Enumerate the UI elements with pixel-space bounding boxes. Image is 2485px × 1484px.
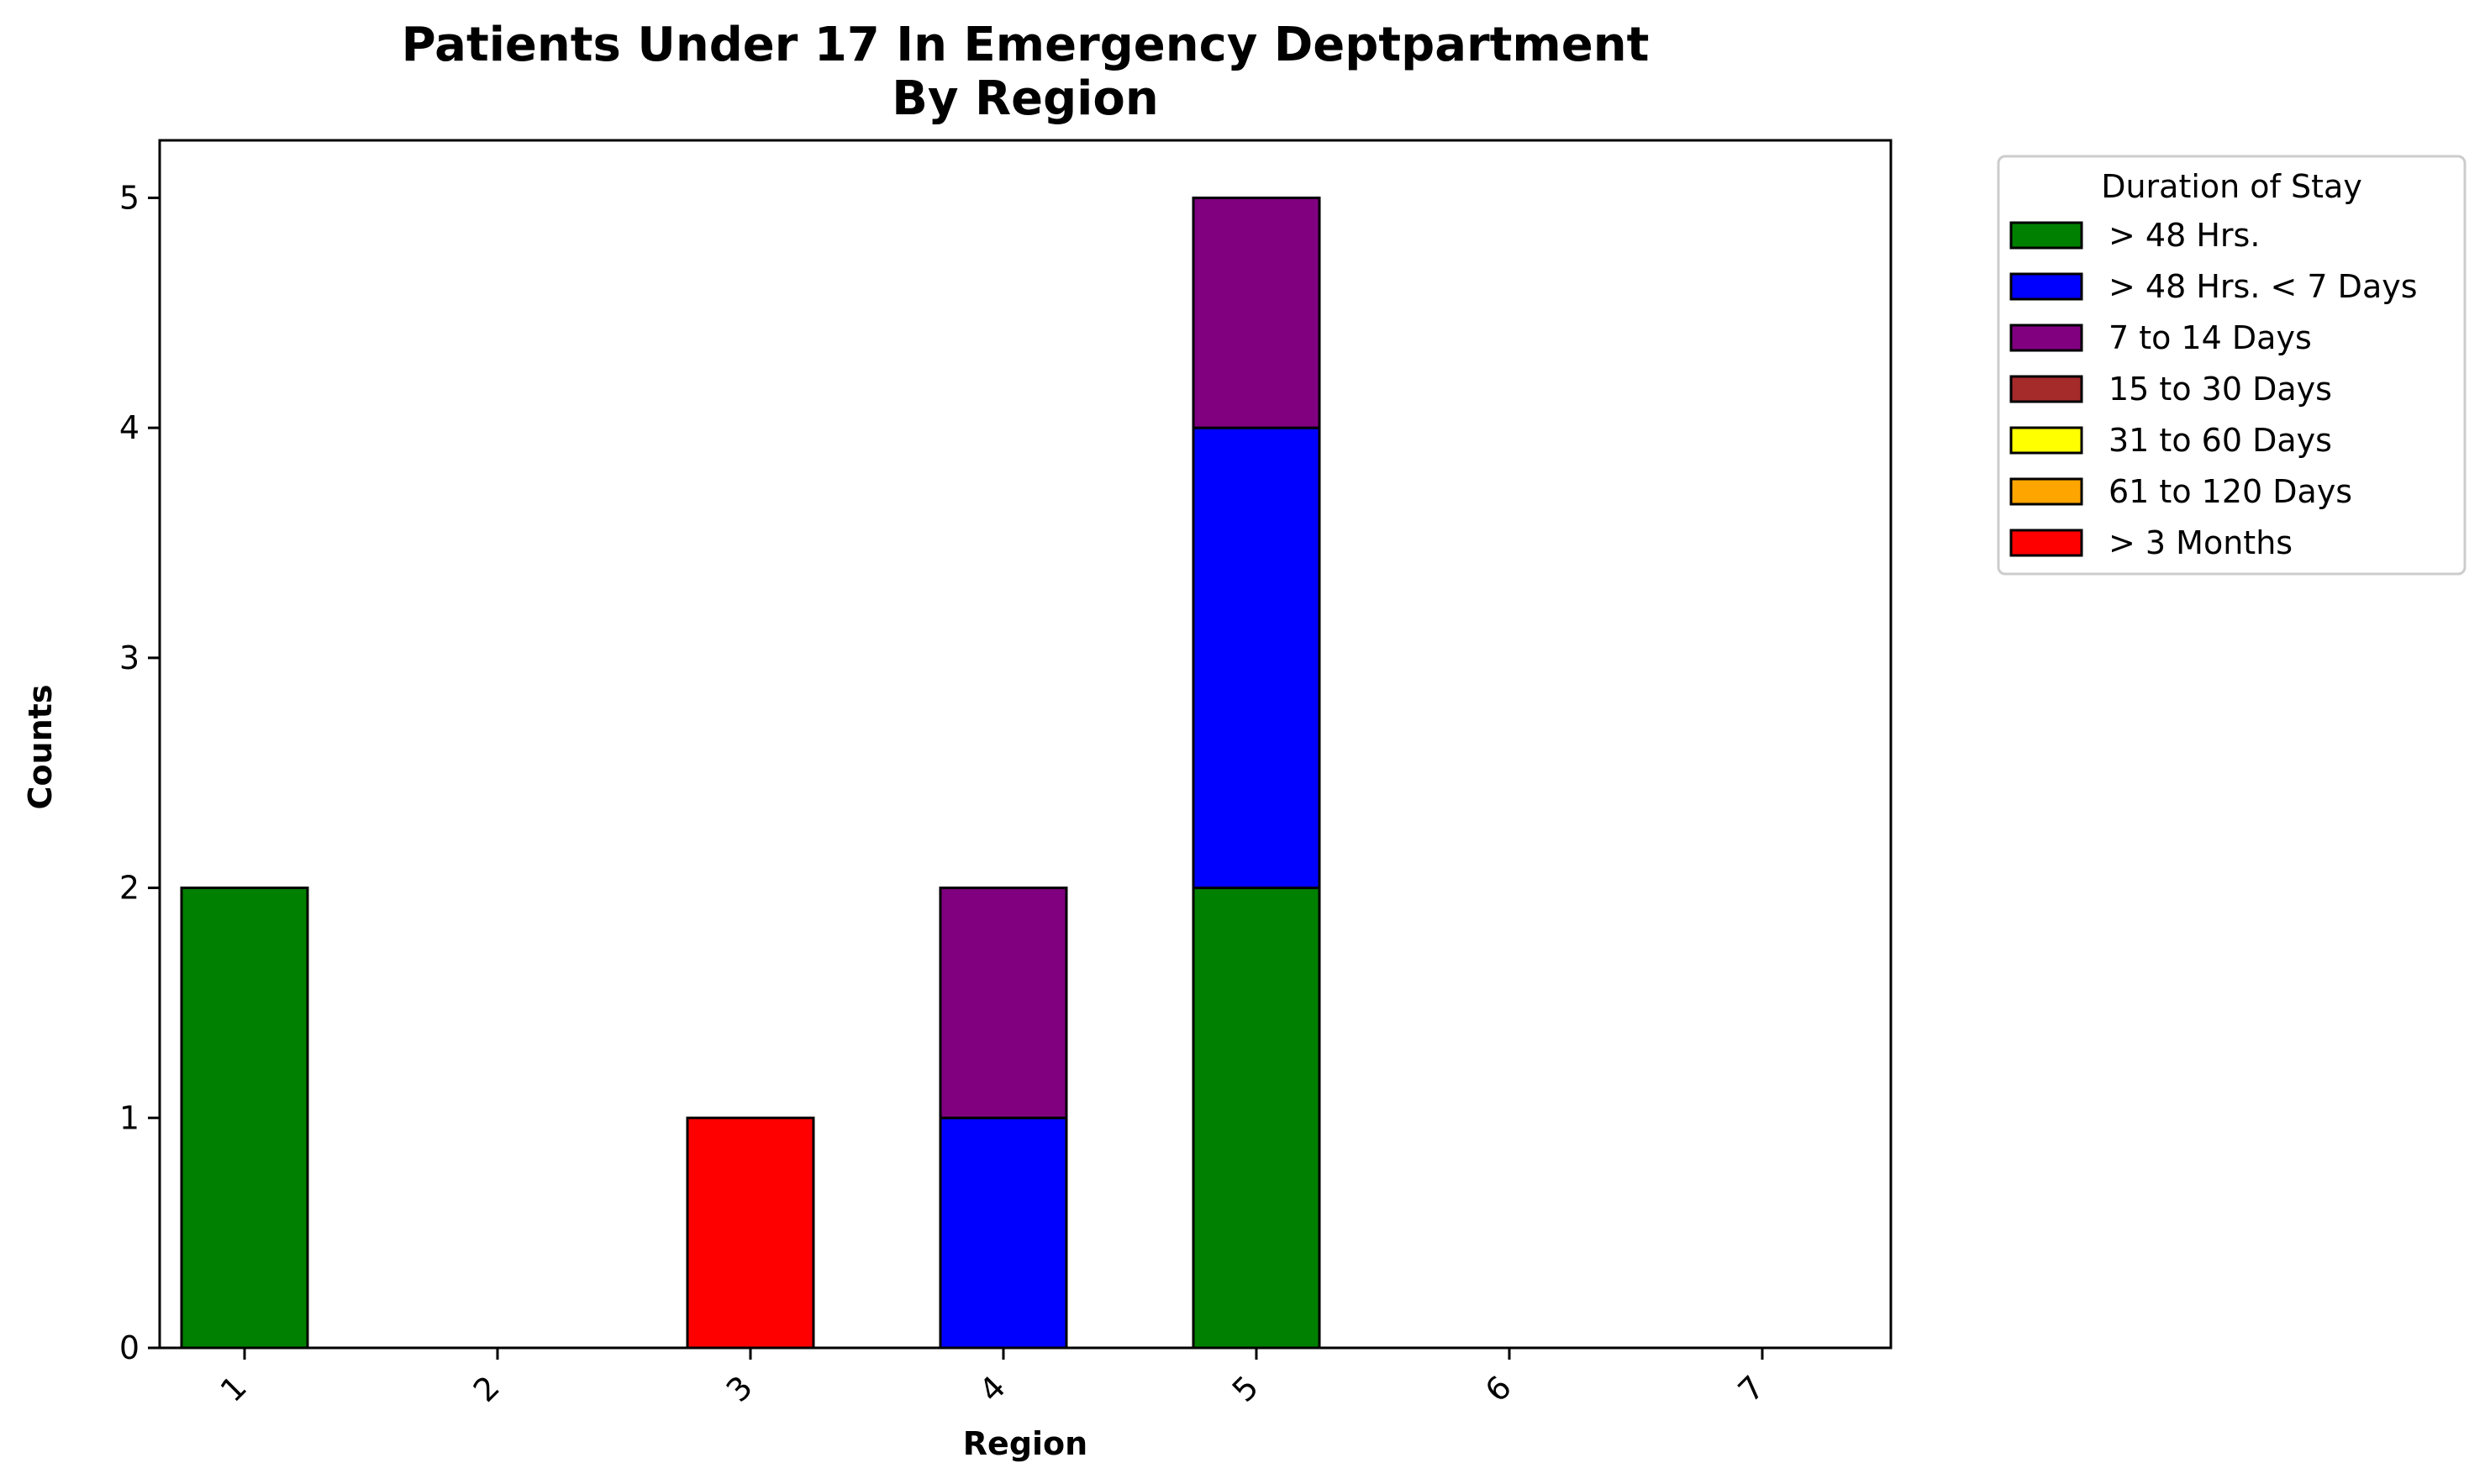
legend-swatch <box>2009 324 2083 352</box>
legend-swatch <box>2009 272 2083 301</box>
bar-region-5-series-1 <box>1192 887 1321 1350</box>
legend-swatch <box>2009 375 2083 403</box>
legend-title: Duration of Stay <box>2101 168 2362 205</box>
chart-title-line-1: Patients Under 17 In Emergency Deptpartm… <box>402 18 1650 72</box>
legend-entry-label: > 48 Hrs. <box>2109 217 2260 254</box>
bar-region-5-series-3 <box>1192 196 1321 429</box>
y-axis-label: Counts <box>22 685 59 810</box>
legend-entry-label: 7 to 14 Days <box>2109 319 2312 356</box>
y-tick-label: 3 <box>119 639 140 676</box>
y-tick-label: 4 <box>119 409 140 446</box>
x-tick-label: 1 <box>213 1369 254 1409</box>
bar-region-4-series-3 <box>939 887 1068 1119</box>
x-tick-label: 3 <box>719 1369 760 1409</box>
y-tick-label: 5 <box>119 179 140 216</box>
legend-swatch <box>2009 529 2083 557</box>
bars-group <box>180 196 1825 1350</box>
x-tick-label: 7 <box>1731 1369 1772 1409</box>
bar-region-3-series-7 <box>686 1116 815 1350</box>
x-axis: 1 2 3 4 5 6 7 <box>213 1348 1772 1409</box>
x-tick-label: 5 <box>1225 1369 1266 1409</box>
y-tick-label: 1 <box>119 1099 140 1136</box>
chart-title-line-2: By Region <box>892 71 1158 126</box>
y-tick-label: 0 <box>119 1329 140 1366</box>
legend-entry-label: > 3 Months <box>2109 524 2293 561</box>
x-tick-label: 4 <box>972 1369 1013 1409</box>
legend-entry-label: 15 to 30 Days <box>2109 371 2332 408</box>
legend: Duration of Stay > 48 Hrs. > 48 Hrs. < 7 D… <box>1997 155 2467 576</box>
plot-frame <box>158 139 1893 1350</box>
chart-title: Patients Under 17 In Emergency Deptpartm… <box>402 18 1650 126</box>
legend-swatch <box>2009 426 2083 455</box>
legend-entry-label: > 48 Hrs. < 7 Days <box>2109 268 2418 305</box>
legend-frame <box>1997 155 2467 576</box>
y-axis: 0 1 2 3 4 5 <box>119 179 160 1366</box>
x-tick-label: 6 <box>1478 1369 1519 1409</box>
x-axis-label: Region <box>963 1425 1087 1462</box>
legend-entry-label: 61 to 120 Days <box>2109 473 2352 510</box>
bar-region-4-series-2 <box>939 1116 1068 1350</box>
legend-swatch <box>2009 477 2083 506</box>
x-tick-label: 2 <box>466 1369 507 1409</box>
bar-region-1-series-1 <box>180 887 309 1350</box>
y-tick-label: 2 <box>119 870 140 907</box>
bar-region-5-series-2 <box>1192 426 1321 890</box>
legend-swatch <box>2009 221 2083 250</box>
legend-entry-label: 31 to 60 Days <box>2109 422 2332 459</box>
